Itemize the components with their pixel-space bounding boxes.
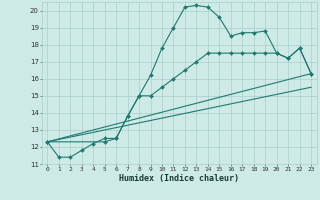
X-axis label: Humidex (Indice chaleur): Humidex (Indice chaleur) (119, 174, 239, 183)
